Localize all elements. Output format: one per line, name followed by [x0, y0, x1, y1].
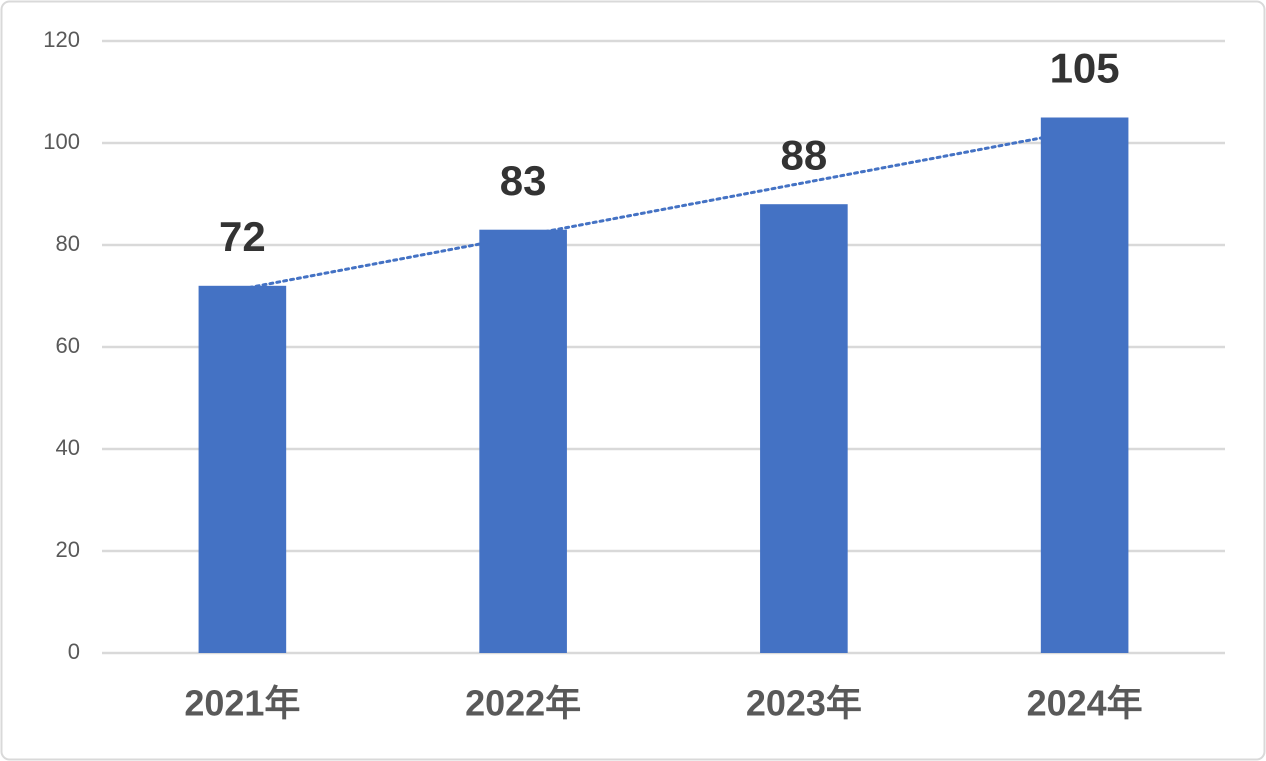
y-tick-label: 80 [56, 231, 80, 256]
bar [760, 204, 848, 653]
trendline [240, 128, 1087, 291]
x-tick-label: 2022年 [465, 683, 581, 724]
bar [1040, 117, 1129, 653]
y-tick-label: 100 [43, 129, 80, 154]
y-tick-label: 60 [56, 333, 80, 358]
y-tick-label: 120 [43, 27, 80, 52]
y-tick-label: 20 [56, 537, 80, 562]
y-tick-label: 0 [68, 639, 80, 664]
x-tick-label: 2024年 [1027, 683, 1143, 724]
value-label: 72 [219, 213, 266, 260]
bar [198, 285, 287, 653]
value-label: 105 [1050, 45, 1120, 92]
value-label: 88 [781, 131, 828, 178]
x-tick-label: 2021年 [184, 683, 300, 724]
y-tick-label: 40 [56, 435, 80, 460]
bar [479, 229, 567, 653]
value-label: 83 [500, 157, 547, 204]
x-tick-label: 2023年 [746, 683, 862, 724]
